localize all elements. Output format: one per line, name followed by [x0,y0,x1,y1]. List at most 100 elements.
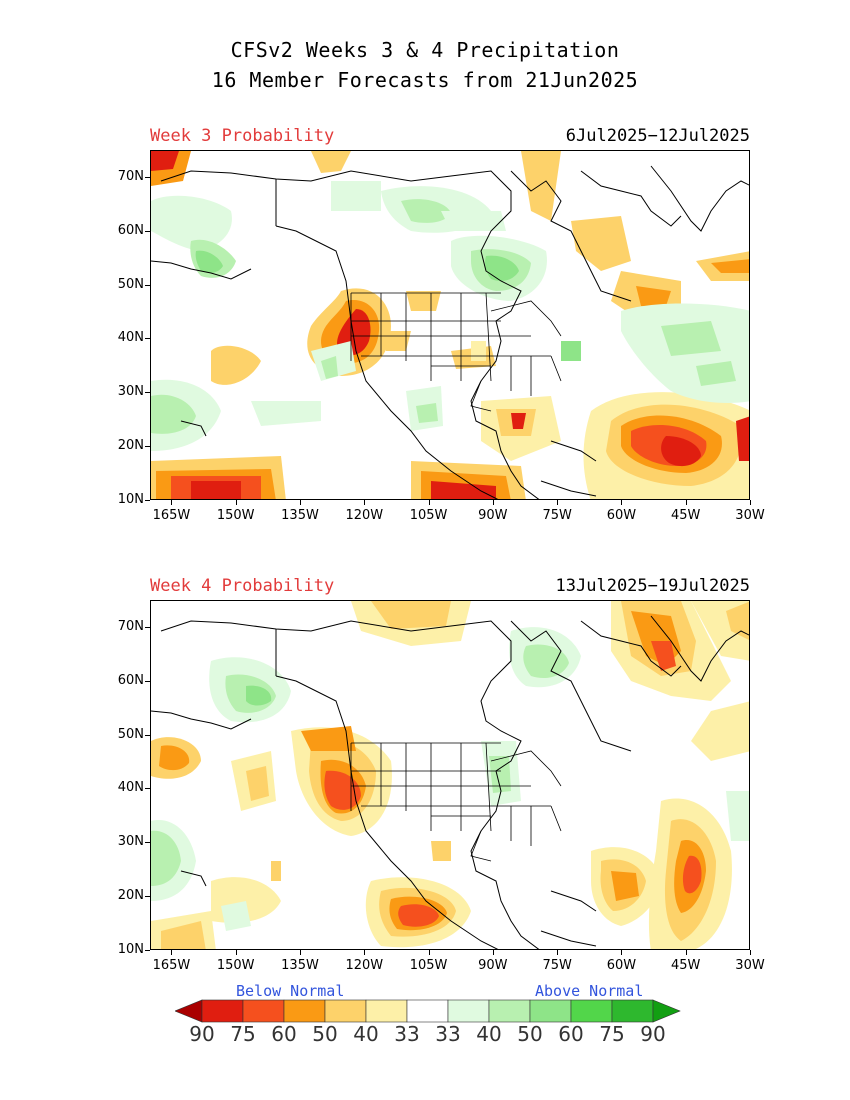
week3-lat-label: 20N [117,438,144,454]
week3-lat-tick [145,338,150,340]
week4-dry-anomalies [151,601,749,949]
colorbar-swatch [201,999,244,1023]
week4-lon-label: 120W [345,958,384,973]
colorbar-number: 40 [476,1022,502,1046]
week3-lat-tick [145,446,150,448]
week4-lon-tick [557,950,559,955]
colorbar-swatch [242,999,285,1023]
panel1-label: Week 3 Probability [150,126,335,146]
week4-coastlines [151,615,749,949]
week4-lat-label: 10N [117,942,144,957]
week4-lat-label: 30N [117,834,144,850]
chart-title-line2: 16 Member Forecasts from 21Jun2025 [211,68,639,92]
week3-lat-label: 40N [117,330,144,346]
week3-wet-anomalies [151,181,749,451]
week4-lon-label: 90W [478,958,508,973]
week3-lat-tick [145,500,150,501]
week4-lat-tick [145,626,150,628]
colorbar-swatch [324,999,367,1023]
week3-lon-tick [492,500,494,505]
week3-lon-tick [750,500,751,505]
week3-lon-label: 60W [606,508,637,523]
week3-dry-anomalies [151,151,749,499]
week3-lon-label: 75W [542,508,572,523]
week4-lon-label: 60W [606,958,637,973]
week4-lon-tick [428,950,430,955]
colorbar-number: 33 [394,1022,420,1046]
week3-lon-tick [621,500,623,505]
week4-lon-tick [492,950,494,955]
week4-lat-label: 70N [117,618,144,634]
week3-map [150,150,750,500]
week4-map-svg [151,601,749,949]
panel1-dates: 6Jul2025−12Jul2025 [565,126,750,146]
colorbar-number: 50 [517,1022,543,1046]
week4-lat-tick [145,950,150,951]
week4-lat-label: 60N [117,672,144,688]
week3-lon-label: 45W [671,508,701,523]
week3-lat-tick [145,392,150,394]
colorbar-swatch [447,999,490,1023]
week4-lon-label: 105W [409,958,448,973]
panel2-dates: 13Jul2025−19Jul2025 [555,576,750,596]
colorbar-swatch [283,999,326,1023]
week4-lon-label: 135W [281,958,319,973]
week3-lon-label: 150W [216,508,255,523]
colorbar-number: 60 [271,1022,297,1046]
panel2-label: Week 4 Probability [150,576,335,596]
above-normal-label: Above Normal [535,982,644,1000]
colorbar-swatch [365,999,408,1023]
week3-lat-label: 10N [117,492,144,507]
week3-map-svg [151,151,749,499]
week4-lat-tick [145,896,150,898]
week4-lat-label: 20N [117,888,144,904]
week4-lon-label: 150W [216,958,255,973]
colorbar-number: 75 [599,1022,625,1046]
week3-lat-tick [145,230,150,232]
week3-lon-tick [428,500,430,505]
colorbar-swatch [611,999,654,1023]
colorbar-swatch [488,999,531,1023]
week4-lon-tick [171,950,173,955]
week3-lon-tick [557,500,559,505]
week4-lon-tick [750,950,751,955]
week3-lon-tick [171,500,173,505]
week3-lon-tick [235,500,237,505]
colorbar [175,999,681,1023]
colorbar-right-arrow [652,999,681,1023]
week3-lon-label: 90W [478,508,508,523]
week4-lat-tick [145,842,150,844]
colorbar-number: 60 [558,1022,584,1046]
week3-lat-tick [145,176,150,178]
week3-lon-label: 120W [345,508,384,523]
chart-title-line1: CFSv2 Weeks 3 & 4 Precipitation [230,38,620,62]
colorbar-swatch [406,999,449,1023]
week4-lat-tick [145,734,150,736]
colorbar-number: 40 [353,1022,379,1046]
colorbar-number: 50 [312,1022,338,1046]
week3-lon-tick [364,500,366,505]
week4-lon-label: 165W [152,958,191,973]
colorbar-number: 75 [230,1022,256,1046]
week4-lat-label: 40N [117,780,144,796]
week4-map [150,600,750,950]
week4-lat-tick [145,788,150,790]
week3-lat-tick [145,284,150,286]
week3-lon-tick [685,500,687,505]
week4-wet-anomalies [151,627,749,931]
week3-coastlines [151,165,749,499]
colorbar-number: 33 [435,1022,461,1046]
week4-lon-label: 30W [735,958,765,973]
week3-lat-label: 50N [117,276,144,292]
week3-lon-label: 30W [735,508,765,523]
week3-lon-label: 135W [281,508,319,523]
colorbar-swatch [529,999,572,1023]
week4-lon-tick [685,950,687,955]
week4-lon-label: 75W [542,958,572,973]
week4-lon-label: 45W [671,958,701,973]
colorbar-swatch [570,999,613,1023]
colorbar-number: 90 [189,1022,215,1046]
week3-lat-label: 70N [117,168,144,184]
week4-borders [350,742,562,862]
below-normal-label: Below Normal [236,982,345,1000]
